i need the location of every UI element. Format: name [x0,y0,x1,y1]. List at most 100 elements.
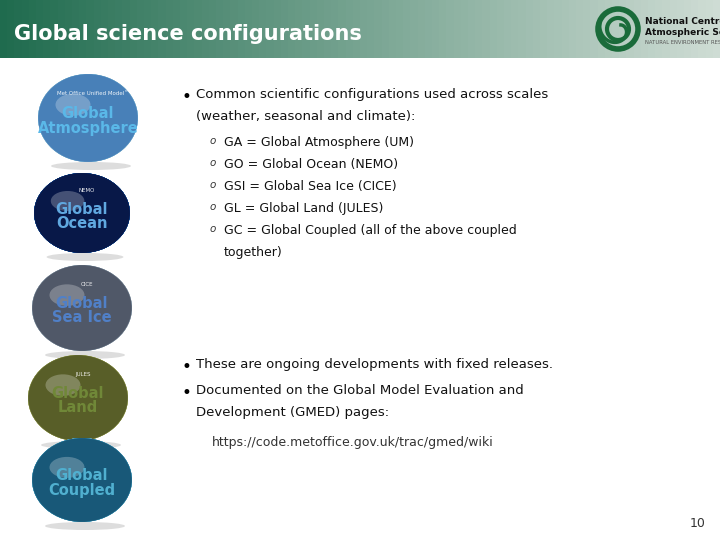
Ellipse shape [35,173,130,253]
Text: NEMO: NEMO [78,188,95,193]
Ellipse shape [32,266,132,350]
Bar [79,0,87,58]
Ellipse shape [32,438,132,522]
Ellipse shape [35,173,130,253]
Bar [14,0,22,58]
Ellipse shape [28,355,127,441]
Ellipse shape [39,75,137,161]
Ellipse shape [38,74,138,162]
Ellipse shape [28,355,128,441]
Ellipse shape [28,355,128,441]
Ellipse shape [28,355,128,441]
Ellipse shape [33,266,131,350]
Bar [166,0,174,58]
Ellipse shape [32,265,132,351]
Ellipse shape [28,355,127,441]
Ellipse shape [34,173,130,253]
Bar [216,0,224,58]
Bar [605,0,613,58]
Ellipse shape [38,74,138,162]
Bar [151,0,159,58]
Ellipse shape [33,438,131,521]
Ellipse shape [32,266,131,350]
Bar [562,0,570,58]
Ellipse shape [35,173,130,253]
Bar [634,0,642,58]
Bar [360,0,368,58]
Ellipse shape [29,355,127,441]
Text: Land: Land [58,401,98,415]
Ellipse shape [29,356,127,440]
Text: NATURAL ENVIRONMENT RESEARCH COUNCIL: NATURAL ENVIRONMENT RESEARCH COUNCIL [645,40,720,45]
Ellipse shape [39,75,138,161]
Text: o: o [210,224,217,234]
Ellipse shape [55,94,91,116]
Ellipse shape [28,355,128,441]
Bar [0,0,8,58]
Ellipse shape [35,173,130,253]
Ellipse shape [32,265,132,350]
Text: Global science configurations: Global science configurations [14,24,362,44]
Ellipse shape [32,265,132,351]
Ellipse shape [32,438,132,522]
Ellipse shape [32,265,132,351]
Ellipse shape [29,355,127,441]
Ellipse shape [35,174,129,252]
Ellipse shape [32,438,131,522]
Text: Development (GMED) pages:: Development (GMED) pages: [196,406,389,419]
Bar [324,0,332,58]
Ellipse shape [39,75,137,161]
Ellipse shape [28,355,127,441]
Bar [317,0,325,58]
Text: o: o [210,136,217,146]
Ellipse shape [29,356,127,440]
Ellipse shape [39,75,137,161]
Ellipse shape [32,265,132,350]
Text: o: o [210,158,217,168]
Ellipse shape [38,75,138,161]
Ellipse shape [32,438,132,522]
Bar [302,0,310,58]
Bar [626,0,634,58]
Ellipse shape [28,355,127,441]
Bar [94,0,102,58]
Ellipse shape [35,173,130,253]
Ellipse shape [34,173,130,253]
Bar [346,0,354,58]
Bar [590,0,598,58]
Ellipse shape [35,173,130,253]
Bar [482,0,490,58]
Ellipse shape [39,75,138,161]
Ellipse shape [35,174,129,252]
Text: CICE: CICE [81,282,94,287]
Bar [432,0,440,58]
Bar [36,0,44,58]
Bar [490,0,498,58]
Ellipse shape [33,439,131,521]
Ellipse shape [39,75,138,161]
Bar [353,0,361,58]
Ellipse shape [39,75,138,161]
Bar [511,0,519,58]
Ellipse shape [29,355,127,441]
Bar [187,0,195,58]
Ellipse shape [29,356,127,440]
Ellipse shape [32,438,132,522]
Ellipse shape [32,266,131,350]
Bar [281,0,289,58]
Ellipse shape [29,356,127,441]
Text: Global: Global [55,201,108,217]
Bar [0,58,720,540]
Bar [7,0,15,58]
Bar [194,0,202,58]
Ellipse shape [38,75,138,161]
Bar [439,0,447,58]
Ellipse shape [28,355,128,441]
Bar [122,0,130,58]
Ellipse shape [29,355,127,441]
Text: •: • [182,88,192,106]
Ellipse shape [32,265,132,351]
Text: o: o [210,180,217,190]
Bar [144,0,152,58]
Ellipse shape [32,266,132,350]
